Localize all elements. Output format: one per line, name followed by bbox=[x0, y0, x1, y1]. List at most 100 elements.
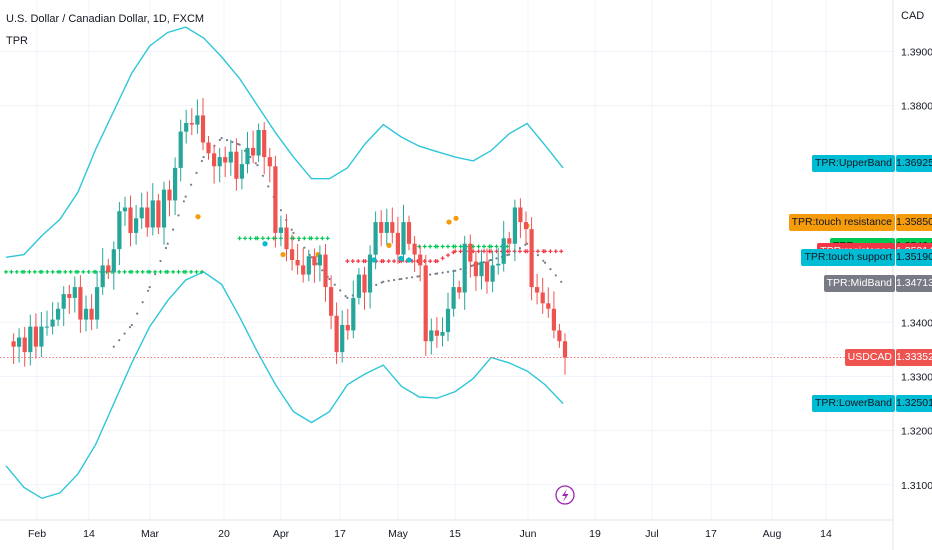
mid-band-dot bbox=[416, 275, 419, 278]
support-marker bbox=[122, 269, 127, 274]
mid-band-dot bbox=[195, 171, 198, 174]
support-marker bbox=[165, 269, 170, 274]
support-marker bbox=[22, 269, 26, 274]
resistance-marker bbox=[435, 259, 440, 264]
candle-body bbox=[262, 130, 267, 158]
x-tick-label: 19 bbox=[589, 528, 601, 540]
mid-band-dot bbox=[225, 139, 229, 142]
lightning-icon[interactable] bbox=[555, 485, 575, 505]
candle-body bbox=[128, 207, 133, 233]
mid-band-dot bbox=[339, 289, 342, 292]
support-marker bbox=[266, 236, 271, 241]
mid-band-dot bbox=[434, 272, 437, 275]
symbol-title[interactable]: U.S. Dollar / Canadian Dollar, 1D, FXCM bbox=[6, 13, 205, 25]
y-tick-label: 1.34000 bbox=[901, 317, 932, 329]
candle-body bbox=[44, 326, 50, 328]
candle-body bbox=[117, 211, 122, 250]
candle-body bbox=[562, 341, 568, 358]
resistance-marker bbox=[482, 249, 486, 254]
candle-body bbox=[134, 218, 139, 233]
mid-band-dot bbox=[560, 280, 563, 283]
mid-band-dot bbox=[506, 254, 509, 257]
mid-band-dot bbox=[200, 159, 203, 163]
resistance-marker bbox=[440, 256, 445, 261]
mid-band-dot bbox=[495, 257, 498, 260]
price-tag-name: TPR:LowerBand bbox=[811, 395, 895, 412]
support-marker bbox=[243, 236, 247, 241]
candle-body bbox=[223, 157, 228, 163]
candle-body bbox=[284, 227, 289, 250]
candle-body bbox=[356, 274, 361, 298]
y-tick-label: 1.33000 bbox=[901, 371, 932, 383]
x-tick-label: Apr bbox=[273, 528, 290, 540]
x-tick-label: 17 bbox=[705, 528, 717, 540]
candle-body bbox=[451, 287, 456, 309]
chart-grid bbox=[0, 0, 893, 520]
support-marker bbox=[489, 244, 494, 249]
candle-body bbox=[501, 238, 506, 264]
candle-body bbox=[345, 325, 350, 331]
x-tick-label: Feb bbox=[28, 528, 46, 540]
upper-band-line bbox=[5, 26, 564, 258]
resistance-marker bbox=[356, 259, 361, 264]
currency-label: CAD bbox=[901, 10, 925, 22]
candle-body bbox=[373, 222, 378, 255]
support-marker bbox=[129, 269, 134, 274]
support-marker bbox=[117, 269, 122, 274]
candle-body bbox=[351, 297, 356, 331]
support-marker bbox=[325, 236, 330, 241]
support-marker bbox=[458, 244, 463, 249]
candle-body bbox=[256, 130, 261, 156]
support-marker bbox=[302, 236, 307, 241]
resistance-marker bbox=[350, 259, 355, 264]
candle-body bbox=[122, 207, 128, 212]
candle-body bbox=[145, 207, 150, 228]
touch-resistance-marker bbox=[280, 251, 286, 258]
candle-body bbox=[523, 222, 529, 230]
mid-band-dot bbox=[477, 262, 480, 265]
candle-body bbox=[161, 189, 167, 228]
mid-band-dot bbox=[249, 155, 252, 159]
support-marker bbox=[194, 269, 199, 274]
support-marker bbox=[86, 269, 91, 274]
mid-band-dot bbox=[441, 271, 444, 274]
mid-band-dot bbox=[146, 289, 150, 292]
candle-body bbox=[56, 308, 61, 320]
support-marker bbox=[14, 269, 19, 274]
candle-body bbox=[156, 200, 161, 228]
mid-band-dot bbox=[542, 259, 545, 262]
indicator-label[interactable]: TPR bbox=[6, 35, 28, 47]
support-marker bbox=[255, 236, 260, 241]
candle-body bbox=[401, 222, 406, 255]
candle-body bbox=[139, 207, 144, 219]
candle-body bbox=[418, 254, 423, 266]
mid-band-dot bbox=[267, 185, 270, 188]
candle-body bbox=[529, 229, 534, 288]
candle-body bbox=[551, 308, 556, 331]
mid-band-dot bbox=[549, 268, 552, 271]
resistance-marker bbox=[543, 249, 547, 254]
resistance-marker bbox=[548, 249, 553, 254]
price-tag-name: TPR:touch resistance bbox=[788, 213, 895, 231]
mid-band-dot bbox=[526, 242, 529, 245]
mid-band-dot bbox=[164, 246, 167, 250]
candle-body bbox=[167, 189, 172, 201]
support-marker bbox=[248, 236, 253, 241]
mid-band-dot bbox=[130, 323, 133, 327]
support-marker bbox=[45, 269, 50, 274]
candle-body bbox=[290, 249, 295, 260]
support-marker bbox=[199, 269, 204, 274]
mid-band-dot bbox=[261, 174, 264, 177]
touch-support-marker bbox=[262, 241, 268, 247]
mid-band-dot bbox=[238, 143, 241, 146]
candle-body bbox=[306, 256, 311, 275]
support-marker bbox=[320, 236, 325, 241]
candle-body bbox=[434, 330, 439, 336]
support-marker bbox=[135, 269, 140, 274]
lower-band-line bbox=[5, 271, 564, 500]
resistance-marker bbox=[363, 259, 368, 264]
price-tag-value: 1.32501 bbox=[896, 395, 932, 412]
resistance-marker bbox=[392, 259, 397, 264]
candle-body bbox=[301, 265, 306, 275]
